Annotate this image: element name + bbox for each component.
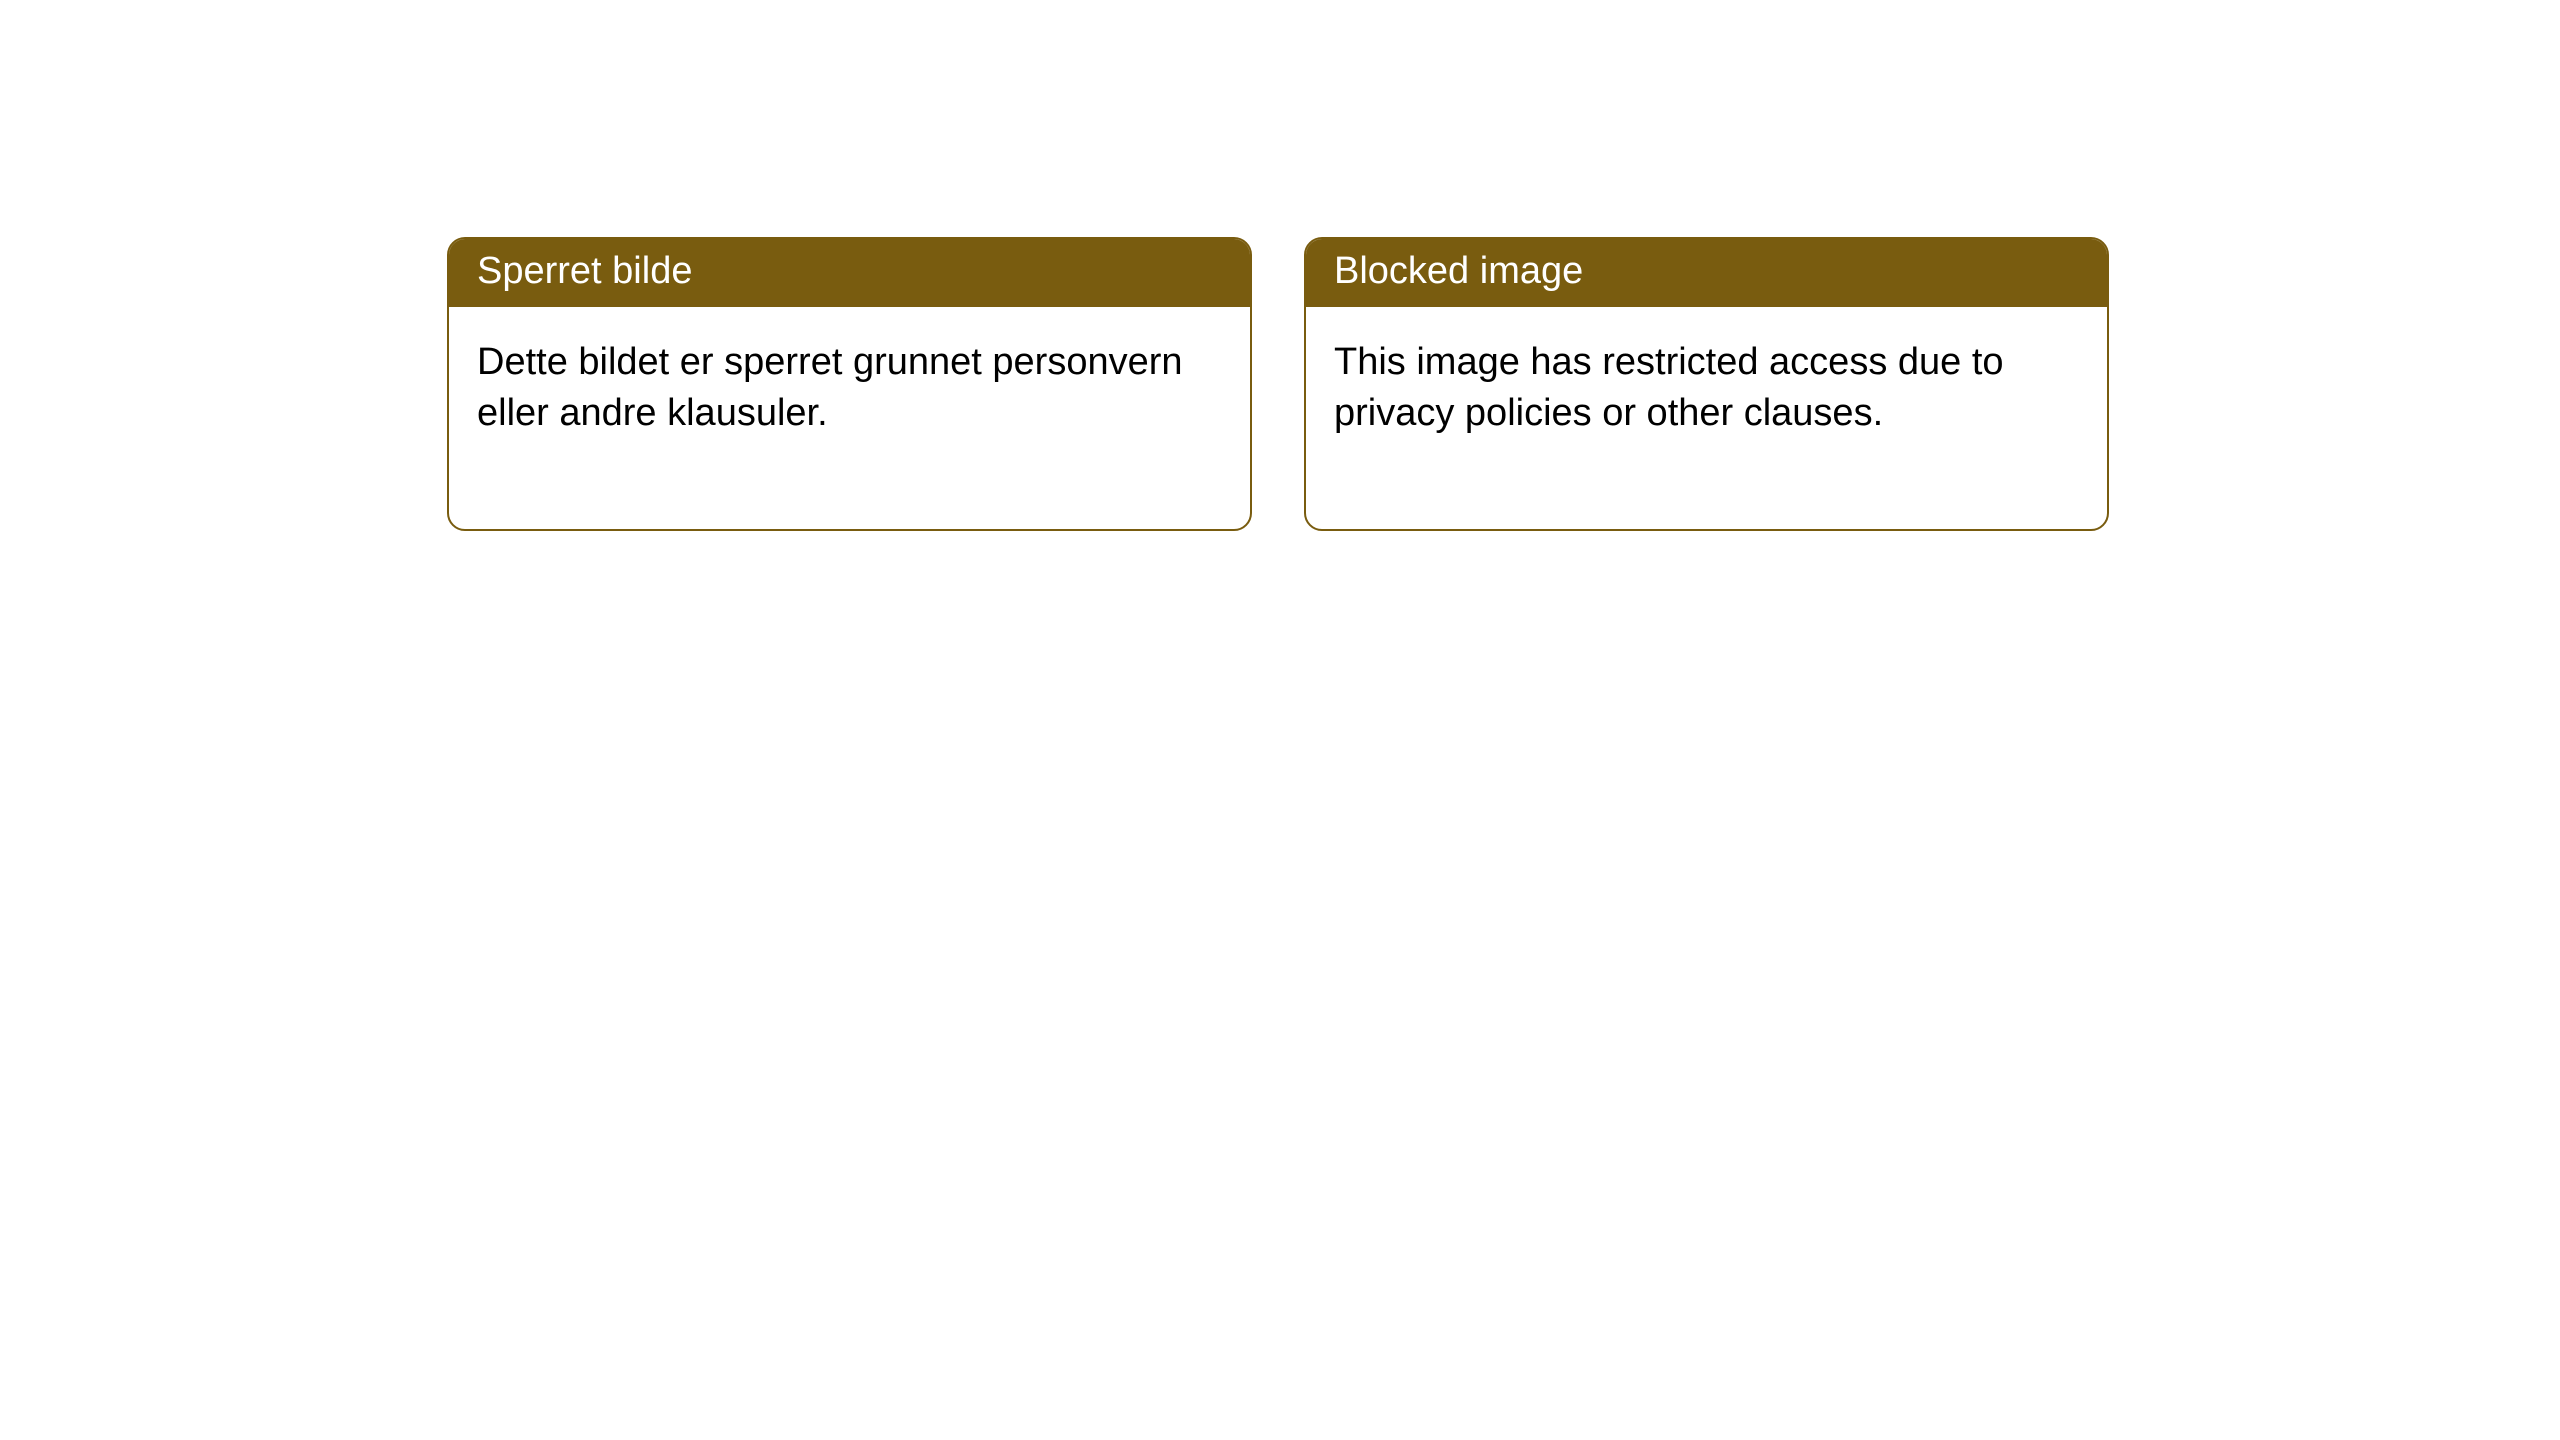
notice-container: Sperret bilde Dette bildet er sperret gr… (0, 0, 2560, 531)
card-body-text: Dette bildet er sperret grunnet personve… (449, 307, 1250, 530)
card-body-text: This image has restricted access due to … (1306, 307, 2107, 530)
notice-card-english: Blocked image This image has restricted … (1304, 237, 2109, 531)
card-title: Sperret bilde (449, 239, 1250, 307)
notice-card-norwegian: Sperret bilde Dette bildet er sperret gr… (447, 237, 1252, 531)
card-title: Blocked image (1306, 239, 2107, 307)
